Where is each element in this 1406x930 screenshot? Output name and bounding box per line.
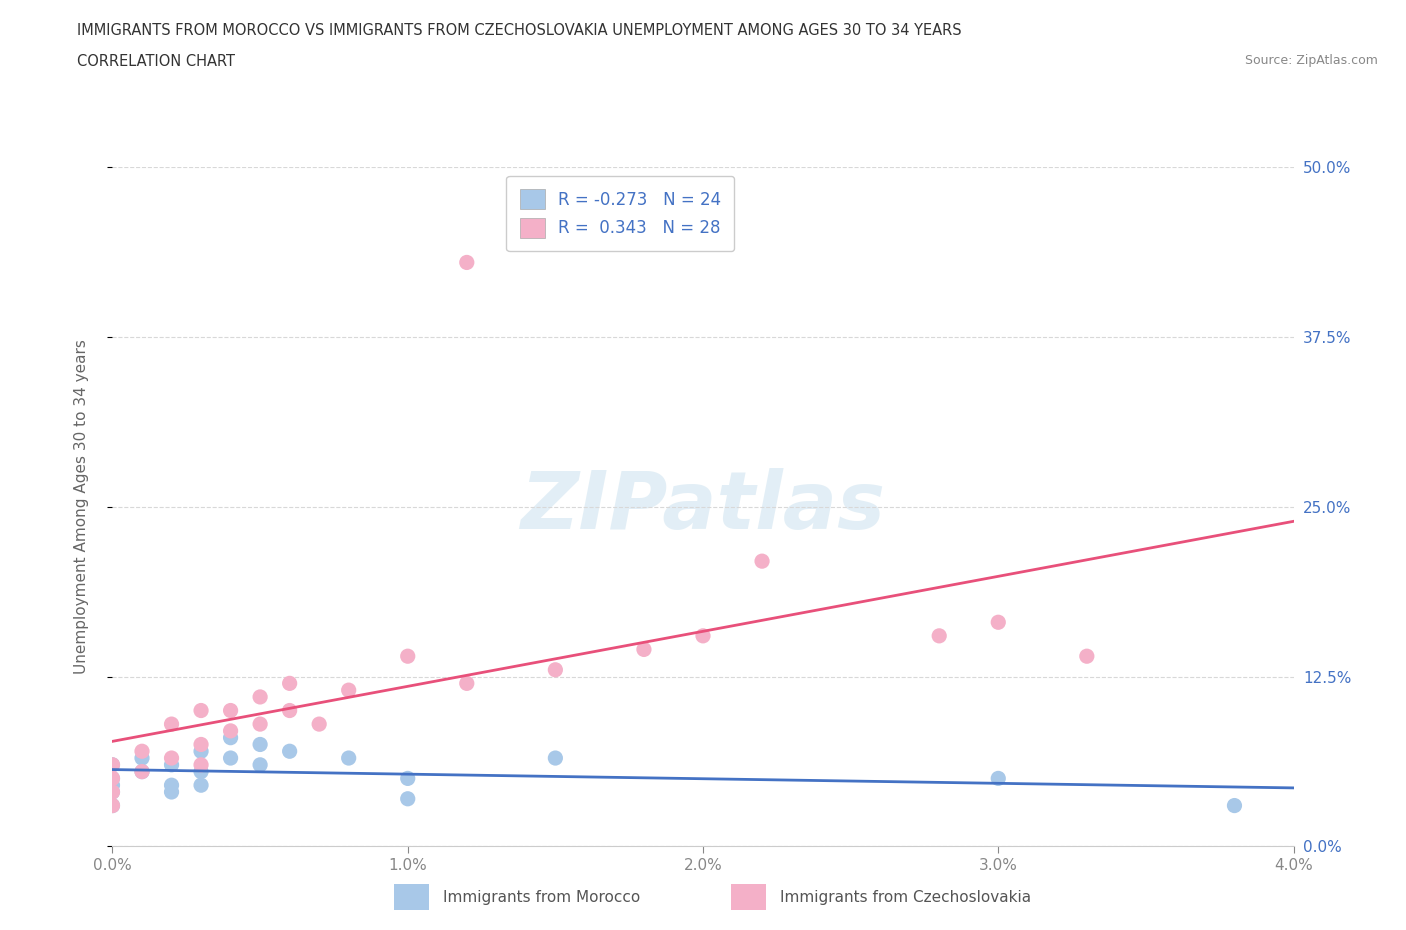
Point: [219, 730, 242, 745]
Point: [101, 785, 124, 800]
Point: [101, 757, 124, 772]
Point: [751, 553, 773, 568]
Text: CORRELATION CHART: CORRELATION CHART: [77, 54, 235, 69]
Point: [190, 764, 212, 779]
Point: [131, 764, 153, 779]
Point: [278, 676, 301, 691]
Point: [101, 785, 124, 800]
Point: [160, 777, 183, 792]
Point: [131, 751, 153, 765]
Point: [633, 642, 655, 657]
Point: [190, 777, 212, 792]
Point: [337, 751, 360, 765]
Point: [219, 751, 242, 765]
Text: Source: ZipAtlas.com: Source: ZipAtlas.com: [1244, 54, 1378, 67]
Point: [101, 777, 124, 792]
Point: [101, 757, 124, 772]
Point: [278, 703, 301, 718]
Text: Immigrants from Czechoslovakia: Immigrants from Czechoslovakia: [780, 890, 1032, 905]
Point: [101, 771, 124, 786]
FancyBboxPatch shape: [731, 884, 766, 910]
Point: [190, 744, 212, 759]
Point: [219, 724, 242, 738]
Point: [308, 717, 330, 732]
Point: [987, 771, 1010, 786]
Point: [1076, 649, 1098, 664]
Point: [160, 751, 183, 765]
Point: [249, 717, 271, 732]
Point: [396, 791, 419, 806]
Y-axis label: Unemployment Among Ages 30 to 34 years: Unemployment Among Ages 30 to 34 years: [75, 339, 89, 674]
Point: [692, 629, 714, 644]
Point: [131, 764, 153, 779]
Point: [249, 737, 271, 752]
Point: [101, 771, 124, 786]
Text: ZIPatlas: ZIPatlas: [520, 468, 886, 546]
Point: [249, 757, 271, 772]
Point: [160, 717, 183, 732]
Point: [219, 703, 242, 718]
Point: [249, 689, 271, 704]
Point: [131, 744, 153, 759]
Point: [101, 798, 124, 813]
Text: IMMIGRANTS FROM MOROCCO VS IMMIGRANTS FROM CZECHOSLOVAKIA UNEMPLOYMENT AMONG AGE: IMMIGRANTS FROM MOROCCO VS IMMIGRANTS FR…: [77, 23, 962, 38]
Point: [160, 757, 183, 772]
Point: [1223, 798, 1246, 813]
Point: [278, 744, 301, 759]
Point: [337, 683, 360, 698]
Point: [101, 798, 124, 813]
Point: [456, 676, 478, 691]
Point: [456, 255, 478, 270]
Point: [544, 751, 567, 765]
Point: [987, 615, 1010, 630]
Point: [544, 662, 567, 677]
Text: Immigrants from Morocco: Immigrants from Morocco: [443, 890, 640, 905]
Point: [190, 757, 212, 772]
Point: [190, 703, 212, 718]
Point: [928, 629, 950, 644]
Point: [396, 771, 419, 786]
Point: [160, 785, 183, 800]
Point: [396, 649, 419, 664]
Legend: R = -0.273   N = 24, R =  0.343   N = 28: R = -0.273 N = 24, R = 0.343 N = 28: [506, 176, 734, 251]
Point: [190, 737, 212, 752]
FancyBboxPatch shape: [394, 884, 429, 910]
